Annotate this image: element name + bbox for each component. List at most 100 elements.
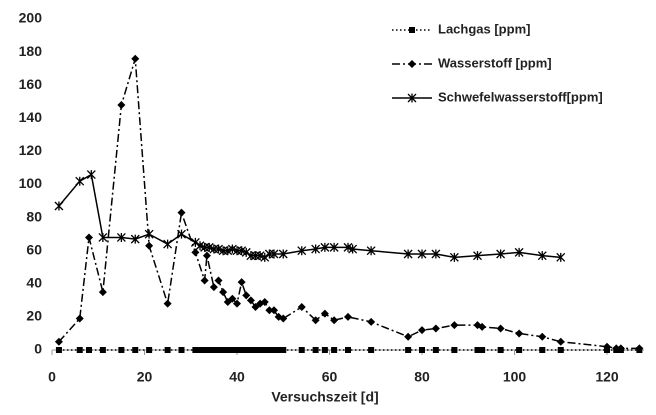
marker <box>450 321 459 330</box>
marker <box>496 249 506 259</box>
marker <box>635 344 644 353</box>
y-tick-label: 100 <box>19 175 43 191</box>
marker <box>227 244 237 254</box>
x-tick-label: 20 <box>137 369 153 385</box>
marker <box>269 249 279 259</box>
marker <box>223 246 233 256</box>
marker <box>496 324 505 333</box>
marker <box>238 347 245 353</box>
marker <box>271 347 277 353</box>
marker <box>616 344 625 353</box>
marker <box>330 316 339 325</box>
marker <box>234 347 240 353</box>
marker <box>214 276 223 285</box>
marker <box>474 347 481 353</box>
y-tick-label: 140 <box>19 109 43 125</box>
marker <box>320 242 330 252</box>
marker <box>243 347 250 353</box>
marker <box>451 347 458 353</box>
marker <box>220 347 227 353</box>
marker <box>418 326 426 335</box>
marker <box>177 208 186 217</box>
x-tick-label: 40 <box>229 369 245 385</box>
marker <box>497 347 504 353</box>
marker <box>432 347 439 353</box>
marker <box>265 306 274 315</box>
marker <box>130 234 140 244</box>
marker <box>247 347 254 353</box>
marker <box>197 347 203 353</box>
marker <box>209 283 218 292</box>
marker <box>252 347 259 353</box>
marker <box>431 249 441 259</box>
marker <box>514 247 524 257</box>
marker <box>233 299 241 308</box>
marker <box>75 314 84 323</box>
marker <box>98 232 108 242</box>
marker <box>201 347 208 353</box>
marker <box>246 296 255 305</box>
marker <box>473 251 482 261</box>
marker <box>163 239 173 249</box>
marker <box>556 252 566 262</box>
y-tick-label: 160 <box>19 76 43 92</box>
marker <box>117 101 126 110</box>
marker <box>538 332 547 341</box>
marker <box>229 347 236 353</box>
marker <box>257 347 264 353</box>
marker <box>405 347 412 353</box>
marker <box>54 201 64 211</box>
marker <box>54 337 63 346</box>
marker <box>311 244 321 254</box>
marker <box>297 302 306 311</box>
marker <box>266 347 273 353</box>
marker <box>404 332 413 341</box>
marker <box>537 251 547 261</box>
marker <box>260 298 269 307</box>
marker <box>118 347 125 353</box>
marker <box>204 242 214 252</box>
marker <box>237 278 246 287</box>
marker <box>146 347 153 353</box>
marker <box>516 347 523 353</box>
marker <box>177 229 186 239</box>
marker <box>98 288 107 297</box>
marker <box>195 241 205 251</box>
marker <box>86 170 96 180</box>
marker <box>368 347 375 353</box>
marker <box>417 249 427 259</box>
marker <box>164 347 171 353</box>
y-tick-label: 0 <box>34 341 42 357</box>
marker <box>206 347 213 353</box>
marker <box>55 347 62 353</box>
marker <box>366 246 376 256</box>
marker <box>270 306 278 315</box>
marker <box>261 347 268 353</box>
x-tick-label: 120 <box>595 369 619 385</box>
marker <box>515 329 524 338</box>
marker <box>215 347 222 353</box>
marker <box>556 337 565 346</box>
marker <box>312 347 319 353</box>
y-tick-label: 60 <box>26 241 42 257</box>
legend-marker <box>408 60 416 68</box>
marker <box>298 347 305 353</box>
marker <box>144 229 154 239</box>
legend-marker <box>407 93 417 103</box>
marker <box>178 347 185 353</box>
y-tick-label: 200 <box>19 10 43 26</box>
y-tick-label: 120 <box>19 142 43 158</box>
legend-marker <box>409 27 415 33</box>
marker <box>479 347 486 353</box>
x-tick-label: 60 <box>322 369 338 385</box>
marker <box>449 252 459 262</box>
marker <box>192 347 199 353</box>
marker <box>320 309 329 318</box>
marker <box>237 246 247 256</box>
marker <box>255 251 265 261</box>
marker <box>190 237 200 247</box>
marker <box>348 244 358 254</box>
marker <box>403 249 413 259</box>
marker <box>116 232 126 242</box>
x-tick-label: 0 <box>48 369 56 385</box>
